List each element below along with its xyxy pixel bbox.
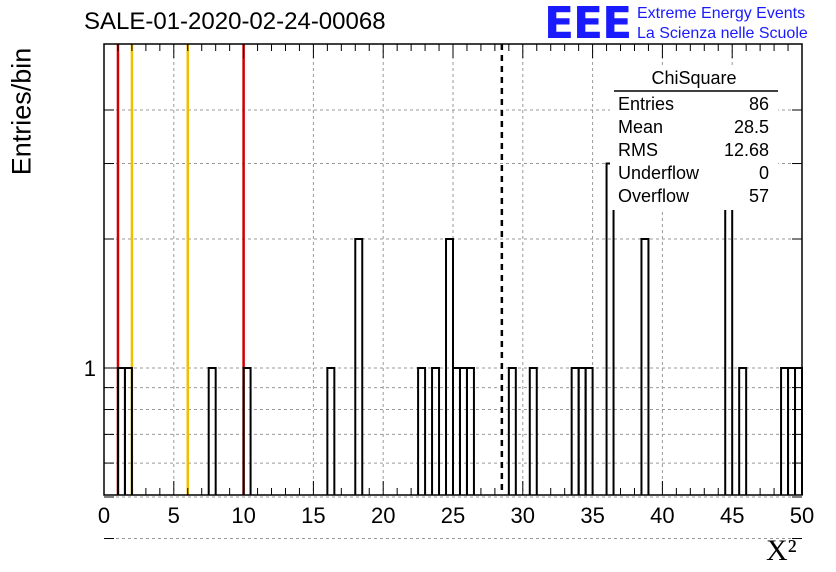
x-tick-label: 40	[650, 503, 674, 528]
stats-row-value: 57	[749, 186, 769, 206]
logo-caption-line-2: La Scienza nelle Scuole	[637, 25, 808, 42]
histogram-bar	[465, 367, 475, 495]
histogram-bar	[242, 367, 252, 495]
x-tick-label: 5	[168, 503, 180, 528]
stats-row-label: Overflow	[618, 186, 690, 206]
x-axis-label: X²	[766, 534, 797, 567]
stats-row-label: RMS	[618, 140, 658, 160]
eee-logo: EEE	[544, 0, 632, 49]
histogram-bar	[431, 367, 441, 495]
logo-caption-line-1: Extreme Energy Events	[637, 5, 806, 22]
histogram-bar	[417, 367, 427, 495]
stats-box	[610, 66, 778, 210]
histogram-bar	[207, 367, 217, 495]
stats-box-title: ChiSquare	[651, 68, 736, 88]
x-tick-label: 20	[371, 503, 395, 528]
x-tick-label: 50	[790, 503, 814, 528]
histogram-bar	[123, 367, 133, 495]
histogram-bar	[738, 367, 748, 495]
stats-row-value: 28.5	[734, 117, 769, 137]
y-tick-label: 1	[84, 356, 96, 381]
histogram-bar	[528, 367, 538, 495]
stats-row-value: 12.68	[724, 140, 769, 160]
y-axis-label: Entries/bin	[6, 47, 37, 176]
x-tick-label: 0	[98, 503, 110, 528]
x-tick-label: 10	[231, 503, 255, 528]
x-tick-label: 35	[580, 503, 604, 528]
x-tick-label: 30	[511, 503, 535, 528]
histogram-bar	[326, 367, 336, 495]
histogram-bar	[584, 367, 594, 495]
x-tick-label: 45	[720, 503, 744, 528]
stats-row-value: 86	[749, 94, 769, 114]
stats-row-value: 0	[759, 163, 769, 183]
stats-row-label: Entries	[618, 94, 674, 114]
histogram-bar	[354, 238, 364, 495]
stats-row-label: Mean	[618, 117, 663, 137]
stats-row-label: Underflow	[618, 163, 700, 183]
run-title: SALE-01-2020-02-24-00068	[84, 8, 386, 35]
histogram-bar	[640, 238, 650, 495]
x-tick-label: 25	[441, 503, 465, 528]
x-tick-label: 15	[301, 503, 325, 528]
histogram-bar	[507, 367, 517, 495]
